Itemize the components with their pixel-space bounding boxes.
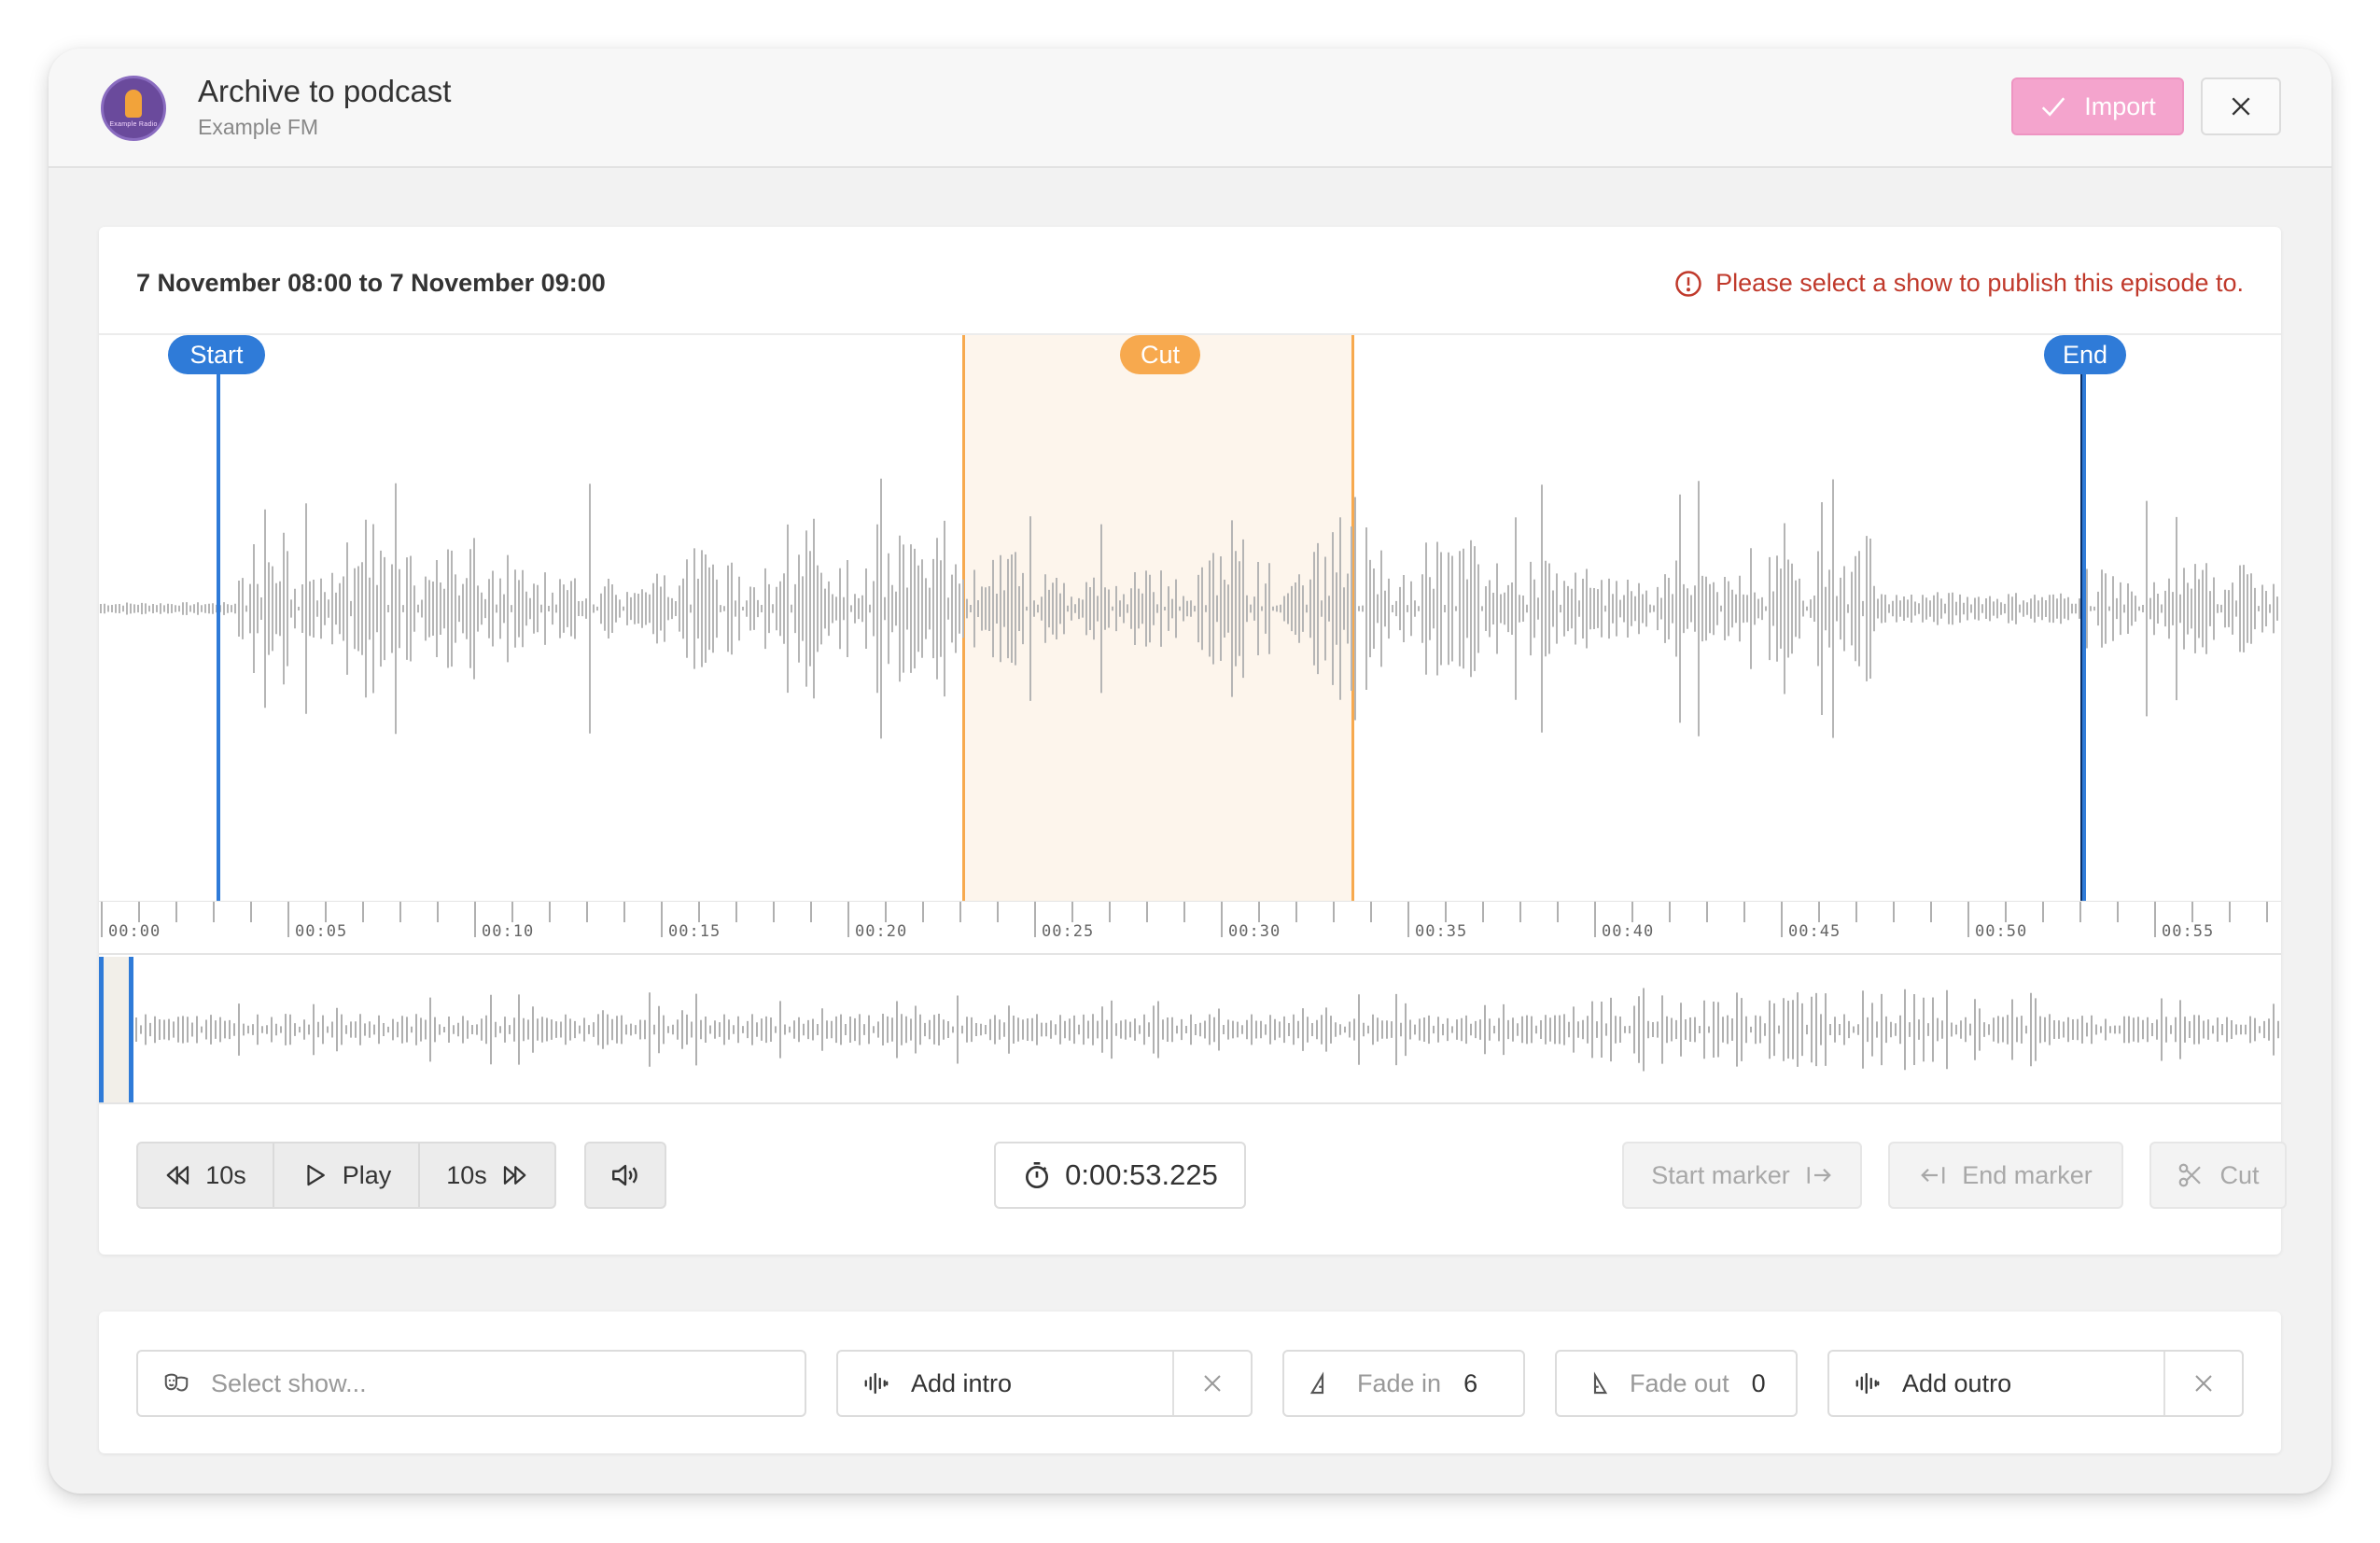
tick-label: 00:30 bbox=[1228, 922, 1281, 941]
time-value: 0:00:53.225 bbox=[1065, 1158, 1218, 1191]
tick-label: 00:05 bbox=[295, 922, 348, 941]
divider bbox=[99, 333, 2281, 335]
rewind-button[interactable]: 10s bbox=[138, 1143, 274, 1207]
close-button[interactable] bbox=[2201, 77, 2281, 135]
select-show-warning: Please select a show to publish this epi… bbox=[1674, 269, 2244, 298]
stopwatch-icon bbox=[1026, 1162, 1049, 1188]
add-intro-field[interactable]: Add intro bbox=[836, 1350, 1253, 1417]
audio-waveform-icon bbox=[864, 1372, 889, 1395]
play-icon bbox=[307, 1164, 325, 1186]
alert-circle-icon bbox=[1675, 270, 1701, 297]
start-marker-pill[interactable]: Start bbox=[168, 335, 265, 374]
editor-card: 7 November 08:00 to 7 November 09:00 Ple… bbox=[99, 227, 2287, 1255]
overview-wave-bars bbox=[107, 988, 2279, 1072]
end-marker-button[interactable]: End marker bbox=[1888, 1142, 2123, 1209]
end-marker-line[interactable] bbox=[2080, 335, 2086, 901]
theater-masks-wrap bbox=[162, 1369, 190, 1397]
overview-bars bbox=[107, 988, 2279, 1072]
intro-icon-wrap bbox=[862, 1369, 890, 1397]
import-label: Import bbox=[2084, 91, 2156, 120]
overview-waveform[interactable] bbox=[99, 955, 2281, 1104]
check-icon bbox=[2042, 97, 2065, 117]
forward-label: 10s bbox=[446, 1160, 487, 1189]
close-icon bbox=[2232, 97, 2250, 116]
waveform-editor[interactable]: Start Cut End bbox=[99, 335, 2281, 901]
tick-label: 00:50 bbox=[1975, 922, 2028, 941]
tick-marks bbox=[101, 902, 2268, 937]
arrow-left-to-line-icon bbox=[1921, 1167, 1945, 1184]
volume-button[interactable] bbox=[584, 1142, 666, 1209]
cut-button[interactable]: Cut bbox=[2149, 1142, 2287, 1209]
main-waveform bbox=[100, 478, 2278, 739]
ruler-ticks bbox=[101, 902, 2268, 937]
dialog-title: Archive to podcast bbox=[198, 74, 452, 108]
fade-out-label: Fade out bbox=[1630, 1368, 1729, 1397]
outro-icon-wrap bbox=[1854, 1369, 1882, 1397]
playback-controls: 10s Play 10s 0:00:53.225 Start marker bbox=[99, 1104, 2287, 1255]
fade-in-icon-wrap bbox=[1309, 1369, 1337, 1397]
tick-label: 00:45 bbox=[1788, 922, 1841, 941]
tick-label: 00:40 bbox=[1602, 922, 1655, 941]
tick-label: 00:25 bbox=[1042, 922, 1095, 941]
tick-label: 00:15 bbox=[668, 922, 721, 941]
playhead-time: 0:00:53.225 bbox=[994, 1142, 1246, 1209]
tick-label: 00:55 bbox=[2162, 922, 2215, 941]
warning-text: Please select a show to publish this epi… bbox=[1715, 269, 2244, 297]
fade-in-label: Fade in bbox=[1357, 1368, 1442, 1397]
clear-intro-button[interactable] bbox=[1172, 1352, 1251, 1415]
arrow-right-to-line-icon bbox=[1807, 1167, 1831, 1184]
fade-out-icon-wrap bbox=[1581, 1369, 1609, 1397]
overview-viewport[interactable] bbox=[99, 957, 133, 1102]
add-outro-label: Add outro bbox=[1902, 1368, 2012, 1397]
archive-dialog: Example Radio Archive to podcast Example… bbox=[49, 49, 2331, 1494]
end-marker-label: End marker bbox=[1962, 1160, 2093, 1189]
tick-label: 00:10 bbox=[482, 922, 535, 941]
close-icon bbox=[2195, 1375, 2212, 1392]
show-placeholder: Select show... bbox=[211, 1368, 367, 1397]
dialog-header: Example Radio Archive to podcast Example… bbox=[49, 49, 2331, 168]
recording-range: 7 November 08:00 to 7 November 09:00 bbox=[136, 269, 606, 297]
station-logo: Example Radio bbox=[101, 76, 166, 141]
clear-outro-button[interactable] bbox=[2163, 1352, 2242, 1415]
fade-out-field[interactable]: Fade out 0 bbox=[1555, 1350, 1798, 1417]
play-label: Play bbox=[342, 1160, 392, 1189]
tick-label: 00:20 bbox=[855, 922, 908, 941]
fast-forward-icon bbox=[503, 1166, 526, 1185]
cut-marker-pill[interactable]: Cut bbox=[1120, 335, 1200, 374]
import-button[interactable]: Import bbox=[2011, 77, 2184, 135]
episode-options: Select show... Add intro Fade in 6 Fade … bbox=[99, 1312, 2281, 1453]
timeline-ruler[interactable]: 00:00 00:05 00:10 00:15 00:20 00:25 00:3… bbox=[99, 901, 2281, 955]
audio-waveform-icon bbox=[1855, 1372, 1880, 1395]
masks-icon bbox=[164, 1373, 189, 1392]
fade-in-field[interactable]: Fade in 6 bbox=[1282, 1350, 1525, 1417]
start-marker-button[interactable]: Start marker bbox=[1622, 1142, 1862, 1209]
play-button[interactable]: Play bbox=[274, 1143, 420, 1207]
fade-in-value[interactable]: 6 bbox=[1463, 1368, 1478, 1397]
select-show-field[interactable]: Select show... bbox=[136, 1350, 806, 1417]
start-marker-label: Start marker bbox=[1651, 1160, 1790, 1189]
transport-group: 10s Play 10s bbox=[136, 1142, 556, 1209]
close-icon bbox=[1204, 1375, 1221, 1392]
rewind-icon bbox=[166, 1166, 189, 1185]
fade-out-value[interactable]: 0 bbox=[1751, 1368, 1766, 1397]
rewind-label: 10s bbox=[205, 1160, 246, 1189]
start-marker-line[interactable] bbox=[217, 335, 220, 901]
tick-label: 00:35 bbox=[1415, 922, 1468, 941]
fade-out-icon bbox=[1593, 1371, 1608, 1395]
add-outro-field[interactable]: Add outro bbox=[1827, 1350, 2244, 1417]
waveform-bars bbox=[100, 478, 2278, 739]
scissors-icon bbox=[2179, 1163, 2202, 1187]
tick-label: 00:00 bbox=[108, 922, 161, 941]
microphone-icon bbox=[125, 89, 142, 118]
add-intro-label: Add intro bbox=[911, 1368, 1013, 1397]
cut-label: Cut bbox=[2219, 1160, 2260, 1189]
logo-text: Example Radio bbox=[109, 120, 158, 128]
forward-button[interactable]: 10s bbox=[420, 1143, 554, 1207]
station-name: Example FM bbox=[198, 115, 319, 139]
end-marker-pill[interactable]: End bbox=[2044, 335, 2126, 374]
volume-icon bbox=[612, 1164, 637, 1186]
fade-in-icon bbox=[1309, 1371, 1324, 1395]
